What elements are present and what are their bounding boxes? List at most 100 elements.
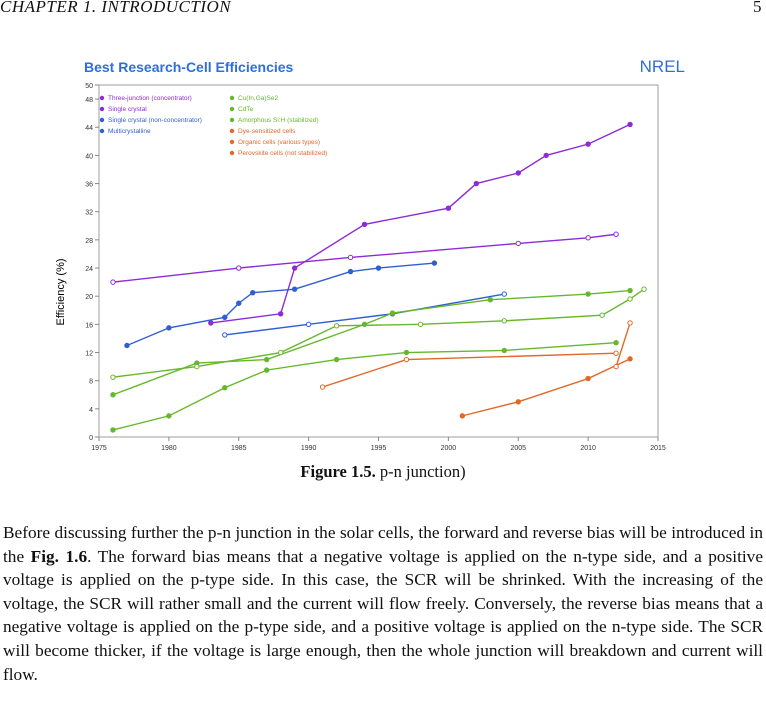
data-point: [445, 205, 452, 211]
x-tick-label: 1985: [231, 445, 247, 452]
y-tick-label: 28: [85, 238, 93, 245]
data-point: [124, 342, 130, 349]
legend-marker: [229, 150, 235, 156]
legend-marker: [99, 95, 105, 101]
x-tick-label: 1975: [91, 445, 107, 452]
data-point: [305, 321, 312, 328]
data-point: [347, 268, 354, 275]
text: Before discussing further the p-n juncti…: [3, 523, 763, 566]
data-point: [585, 141, 591, 147]
y-tick-label: 44: [85, 125, 93, 132]
data-point: [361, 221, 368, 228]
data-point: [236, 265, 242, 271]
data-point: [515, 399, 521, 405]
y-tick-label: 32: [85, 210, 93, 217]
y-tick-label: 8: [89, 379, 93, 386]
y-tick-label: 48: [85, 97, 93, 104]
data-point: [375, 265, 382, 271]
figure-ref: Fig. 1.6: [30, 546, 88, 566]
data-point: [585, 375, 591, 382]
chart: Best Research-Cell Efficiencies NREL Eff…: [55, 57, 685, 452]
legend-label: CdTe: [238, 106, 254, 113]
data-point: [473, 180, 480, 187]
x-tick-label: 1980: [161, 445, 177, 452]
data-point: [459, 413, 466, 419]
data-point: [627, 296, 633, 302]
caption-label: Figure 1.5.: [300, 462, 376, 481]
plot-frame: [98, 84, 659, 438]
legend-label: Organic cells (various types): [238, 139, 320, 146]
y-tick-label: 50: [85, 83, 93, 90]
x-tick-label: 2000: [441, 445, 457, 452]
data-point: [277, 349, 284, 356]
data-point: [403, 356, 410, 363]
data-point: [194, 363, 200, 370]
data-point: [599, 312, 605, 318]
data-point: [222, 385, 228, 391]
data-point: [291, 265, 298, 271]
text: . The forward bias means that a negative…: [3, 546, 763, 684]
legend-marker: [229, 117, 235, 123]
x-tick-label: 1990: [301, 445, 317, 452]
legend-marker: [229, 106, 235, 112]
y-tick-label: 40: [85, 153, 93, 160]
data-point: [277, 311, 284, 317]
legend-marker: [229, 95, 235, 101]
y-tick-label: 36: [85, 182, 93, 189]
data-point: [515, 170, 521, 176]
paragraph: Before discussing further the p-n juncti…: [3, 521, 763, 686]
series-line: [112, 233, 617, 283]
y-tick-label: 20: [85, 294, 93, 301]
data-point: [166, 413, 172, 419]
data-point: [333, 356, 340, 363]
data-point: [501, 347, 507, 354]
logo: NREL: [640, 57, 685, 76]
data-point: [627, 121, 633, 128]
series-line: [210, 123, 631, 324]
data-point: [347, 254, 354, 261]
data-point: [627, 287, 633, 294]
data-point: [110, 427, 116, 433]
x-tick-label: 2010: [580, 445, 596, 452]
series-line: [112, 341, 617, 431]
data-point: [613, 350, 619, 356]
data-point: [250, 289, 256, 296]
y-tick-label: 16: [85, 322, 93, 329]
x-tick-label: 2005: [510, 445, 526, 452]
data-point: [208, 320, 214, 326]
legend-label: Dye-sensitized cells: [238, 128, 296, 135]
data-point: [110, 392, 116, 398]
chapter-header: CHAPTER 1. INTRODUCTION: [0, 0, 232, 16]
data-point: [627, 320, 633, 326]
data-point: [222, 314, 228, 321]
x-tick-label: 2015: [650, 445, 666, 452]
figure-caption: Figure 1.5. p-n junction): [0, 462, 766, 482]
series-line: [224, 293, 505, 336]
data-point: [236, 300, 242, 306]
x-tick-label: 1995: [371, 445, 387, 452]
series-line: [112, 289, 631, 396]
data-point: [501, 318, 507, 324]
data-point: [110, 279, 116, 285]
data-point: [515, 240, 521, 247]
data-point: [319, 384, 326, 390]
series-line: [615, 322, 631, 367]
data-point: [264, 367, 270, 373]
y-tick-label: 0: [89, 435, 93, 442]
data-point: [431, 260, 438, 266]
data-point: [641, 286, 647, 292]
data-point: [110, 374, 116, 380]
page-number: 5: [753, 0, 762, 16]
data-point: [585, 291, 591, 297]
legend-marker: [99, 128, 105, 134]
y-tick-label: 12: [85, 351, 93, 358]
data-point: [417, 321, 424, 328]
data-point: [613, 363, 619, 370]
data-point: [501, 291, 507, 297]
data-point: [222, 332, 228, 338]
legend-marker: [229, 128, 235, 134]
data-point: [264, 356, 270, 363]
data-point: [333, 323, 340, 329]
legend-label: Three-junction (concentrator): [108, 95, 192, 102]
